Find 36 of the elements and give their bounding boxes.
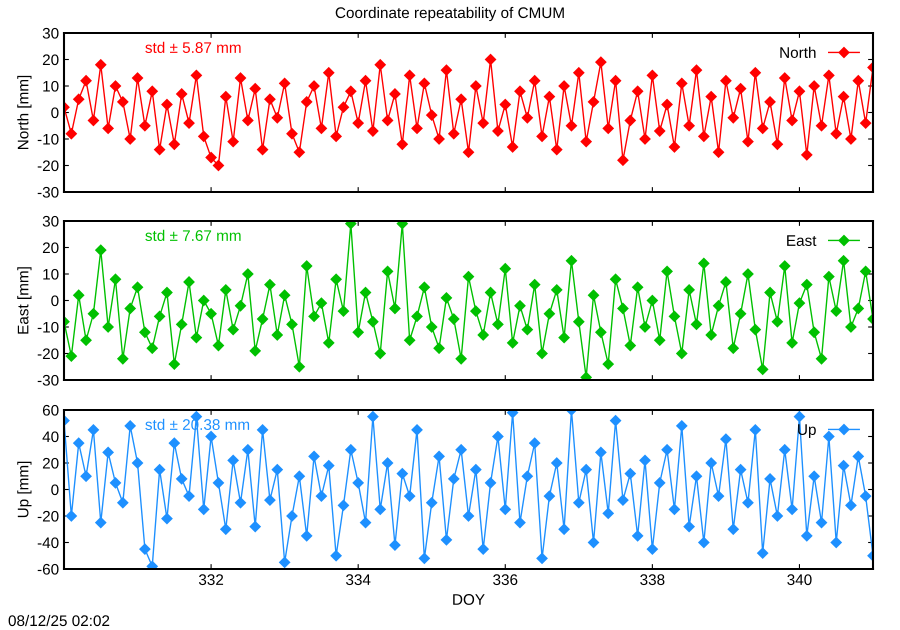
y-tick-label: -20: [38, 160, 59, 172]
legend-label: North: [780, 46, 816, 58]
y-tick-label: 60: [42, 404, 59, 416]
y-tick-label: 20: [42, 54, 59, 66]
y-tick-label: -30: [38, 374, 59, 386]
x-tick-label: 332: [198, 574, 224, 586]
y-tick-label: -20: [38, 348, 59, 360]
annotation: std ± 7.67 mm: [145, 230, 241, 241]
y-tick-label: 0: [51, 484, 59, 496]
y-tick-label: 40: [42, 431, 59, 442]
y-tick-label: -30: [38, 186, 59, 198]
y-tick-label: 20: [42, 458, 59, 469]
x-tick-label: 338: [640, 574, 664, 586]
x-tick-label: 336: [493, 574, 518, 586]
y-tick-label: -20: [38, 510, 59, 522]
x-tick-label: 334: [346, 574, 370, 586]
y-axis-title: Up [mm]: [17, 462, 32, 518]
y-tick-label: 10: [43, 268, 59, 280]
y-tick-label: 30: [42, 28, 59, 39]
y-tick-label: -10: [38, 322, 59, 333]
y-tick-label: 0: [51, 107, 59, 118]
annotation: std ± 5.87 mm: [145, 42, 241, 53]
chart-title: Coordinate repeatability of CMUM: [336, 6, 564, 22]
y-tick-label: -40: [38, 537, 59, 548]
legend-label: East: [787, 235, 816, 246]
y-tick-label: -60: [38, 564, 59, 575]
y-axis-title: North [mm]: [17, 76, 32, 150]
y-tick-label: 30: [42, 216, 59, 227]
x-tick-label: 340: [787, 574, 812, 586]
y-tick-label: -10: [38, 134, 59, 145]
y-tick-label: 20: [42, 242, 59, 254]
y-tick-label: 10: [43, 80, 59, 92]
y-axis-title: East [mm]: [17, 267, 32, 334]
y-tick-label: 0: [51, 295, 59, 306]
x-axis-title: DOY: [453, 594, 485, 605]
text: 08/12/25 02:02: [8, 614, 110, 626]
